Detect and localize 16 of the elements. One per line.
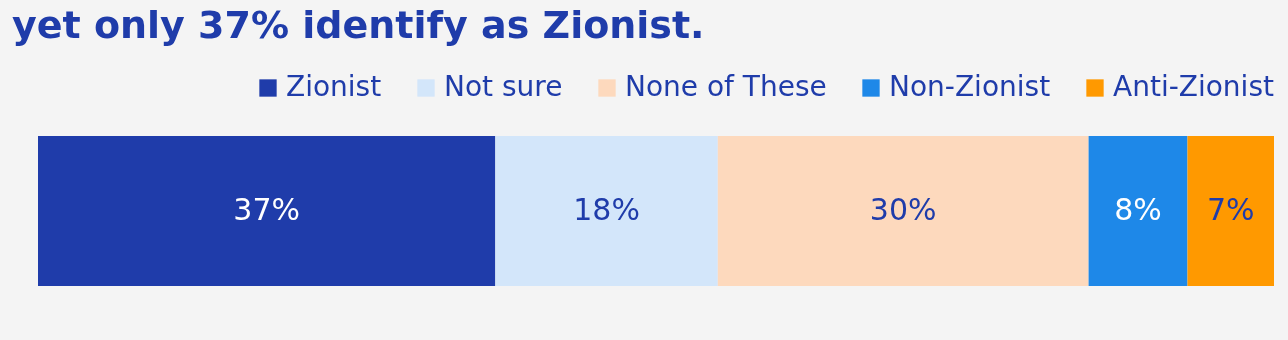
data-label: 7% bbox=[1206, 192, 1255, 227]
legend-label: Zionist bbox=[286, 70, 382, 103]
legend-label: Not sure bbox=[444, 70, 563, 103]
data-label: 30% bbox=[869, 192, 937, 227]
data-label: 37% bbox=[233, 192, 300, 227]
bar bbox=[38, 136, 496, 286]
data-label: 18% bbox=[573, 192, 640, 227]
chart-title: yet only 37% identify as Zionist. bbox=[12, 3, 705, 47]
bar bbox=[1088, 136, 1188, 286]
bar bbox=[717, 136, 1089, 286]
bar bbox=[495, 136, 718, 286]
legend-label: Non-Zionist bbox=[889, 70, 1051, 103]
bar bbox=[1187, 136, 1274, 286]
data-label: 8% bbox=[1114, 192, 1162, 227]
legend-label: Anti-Zionist bbox=[1113, 70, 1274, 103]
legend-label: None of These bbox=[625, 70, 827, 103]
